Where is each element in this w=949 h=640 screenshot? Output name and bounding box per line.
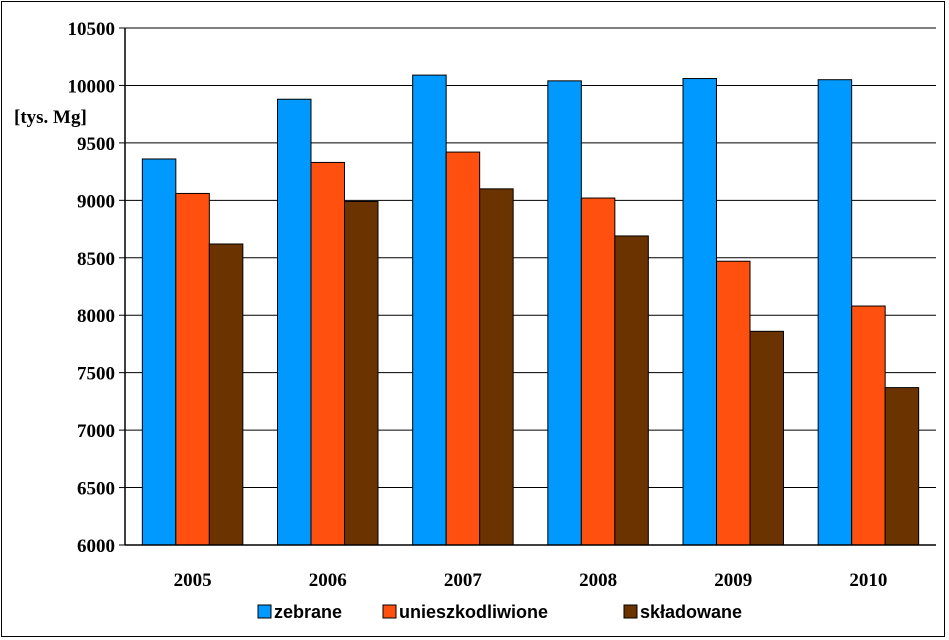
bar-unieszkodliwione-2009 — [716, 260, 751, 546]
bar-zebrane-2007 — [412, 74, 447, 546]
bar-składowane-2007 — [479, 188, 514, 546]
bar-składowane-2010 — [884, 387, 920, 546]
legend-label: unieszkodliwione — [399, 602, 548, 622]
y-tick-label: 6000 — [77, 536, 115, 557]
bar-unieszkodliwione-2010 — [851, 305, 886, 546]
bar-zebrane-2010 — [817, 79, 853, 546]
bar-zebrane-2009 — [682, 78, 717, 546]
legend-swatch — [382, 604, 397, 619]
bar-unieszkodliwione-2005 — [175, 192, 210, 546]
y-tick-labels: 6000 6500 7000 7500 8000 8500 9000 9500 10000 105… — [68, 19, 116, 557]
legend-label: składowane — [640, 602, 742, 622]
bar-unieszkodliwione-2006 — [310, 161, 345, 546]
bar-składowane-2005 — [208, 243, 244, 546]
y-tick-label: 10500 — [68, 19, 116, 40]
legend-swatch — [257, 604, 272, 619]
y-tick-label: 9500 — [77, 134, 115, 155]
y-tick-label: 9000 — [77, 191, 115, 212]
legend-swatch — [623, 604, 638, 619]
bar-zebrane-2006 — [277, 98, 312, 546]
x-tick-label: 2005 — [174, 570, 212, 591]
bar-składowane-2008 — [614, 235, 649, 546]
bar-zebrane-2005 — [141, 158, 177, 546]
legend: zebrane unieszkodliwione składowane — [257, 602, 742, 622]
y-tick-label: 7500 — [77, 364, 115, 385]
y-tick-label: 10000 — [68, 76, 116, 97]
legend-label: zebrane — [274, 602, 342, 622]
y-tick-label: 8500 — [77, 249, 115, 270]
x-tick-label: 2010 — [849, 570, 887, 591]
bar-unieszkodliwione-2007 — [445, 151, 481, 546]
y-tick-label: 8000 — [77, 306, 115, 327]
y-axis-unit-label: [tys. Mg] — [14, 107, 87, 128]
x-tick-label: 2009 — [714, 570, 752, 591]
axes — [124, 28, 936, 546]
bar-składowane-2006 — [344, 200, 379, 546]
x-tick-label: 2006 — [309, 570, 347, 591]
y-tick-label: 6500 — [77, 479, 115, 500]
y-tick-label: 7000 — [77, 421, 115, 442]
bar-składowane-2009 — [749, 330, 784, 546]
x-tick-label: 2007 — [444, 570, 483, 591]
x-tick-label: 2008 — [579, 570, 617, 591]
bars — [141, 74, 920, 546]
x-tick-labels: 2005 2006 2007 2008 2009 2010 — [174, 570, 888, 591]
bar-zebrane-2008 — [547, 80, 582, 546]
bar-unieszkodliwione-2008 — [580, 197, 616, 546]
